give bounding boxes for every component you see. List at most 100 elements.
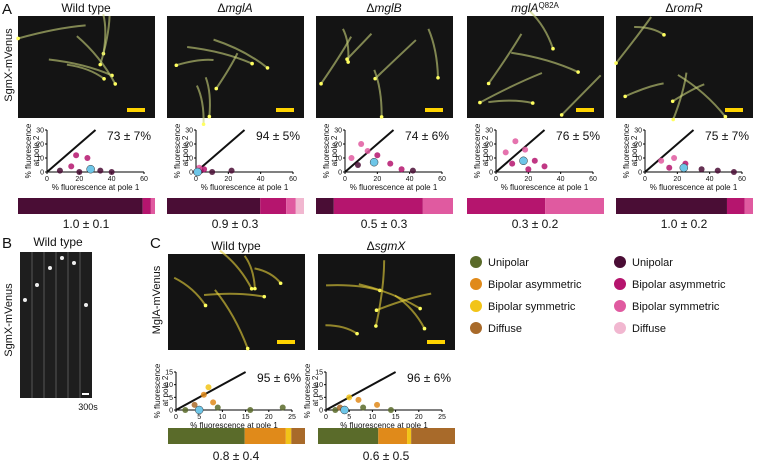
y-tick-label: 20 (36, 142, 44, 149)
strain-name: mglAQ82A (511, 1, 559, 16)
cell (254, 267, 282, 284)
polar-spot (551, 46, 555, 51)
data-point (247, 407, 254, 413)
diagonal (195, 129, 246, 173)
polar-spot (614, 61, 618, 65)
data-point (210, 399, 217, 406)
data-point (525, 166, 532, 173)
bar-segment (295, 198, 304, 214)
bar-segment (616, 198, 727, 214)
y-tick-label: 0 (169, 408, 173, 415)
micrograph (467, 16, 604, 118)
percentage: 73 ± 7% (107, 129, 151, 143)
bar-segment (378, 428, 408, 444)
y-tick-label: 30 (634, 128, 642, 135)
percentage: 76 ± 5% (556, 129, 600, 143)
data-point (409, 167, 416, 174)
data-point (364, 148, 371, 154)
polar-spot (201, 122, 206, 127)
polar-spot (418, 306, 422, 311)
y-axis-label: at pole 2 (161, 375, 170, 406)
data-point (200, 391, 207, 398)
polar-spot (262, 294, 267, 299)
bar-segment (18, 198, 143, 214)
cell (17, 24, 86, 40)
micrograph (168, 254, 305, 350)
legend-swatch (470, 256, 482, 268)
cell (173, 276, 207, 307)
strain-name-part: romR (673, 1, 703, 15)
bar-segment (150, 198, 155, 214)
cell (672, 72, 688, 120)
y-tick-label: 10 (485, 156, 493, 163)
cell (672, 83, 705, 103)
data-point (541, 163, 548, 170)
cell (219, 249, 253, 290)
x-tick-label: 0 (174, 414, 178, 421)
x-tick-label: 60 (738, 176, 746, 183)
cell (624, 82, 664, 98)
strain-name: ΔmglB (366, 1, 401, 15)
data-point (279, 404, 286, 411)
mean-point (193, 167, 202, 177)
data-point (509, 160, 516, 167)
bar-segment (285, 428, 292, 444)
legend-label: Bipolar asymmetric (632, 279, 726, 291)
polar-spot (16, 36, 20, 41)
strain-name: ΔromR (665, 1, 703, 15)
bar-segment (260, 198, 287, 214)
strain-name-part: Q82A (538, 1, 559, 10)
cell (215, 52, 239, 90)
cell (66, 63, 105, 80)
scale-bar (277, 340, 295, 344)
cell (615, 16, 652, 64)
polar-spot (113, 82, 118, 86)
x-tick-label: 15 (392, 414, 400, 421)
polar-spot (345, 57, 349, 62)
bar-label: 0.6 ± 0.5 (363, 449, 410, 463)
cell (358, 283, 421, 310)
mean-point (340, 405, 349, 415)
y-tick-label: 15 (315, 370, 323, 377)
y-tick-label: 5 (169, 395, 173, 402)
y-axis-label: at pole 2 (181, 135, 190, 166)
polar-spot (102, 76, 106, 81)
y-tick-label: 10 (634, 156, 642, 163)
cell (76, 35, 117, 85)
data-point (68, 163, 75, 170)
y-tick-label: 30 (485, 128, 493, 135)
bar-segment (726, 198, 745, 214)
y-tick-label: 20 (634, 142, 642, 149)
mean-point (369, 157, 379, 167)
cell (187, 46, 253, 65)
legend-label: Unipolar (488, 257, 529, 269)
x-tick-label: 0 (324, 414, 328, 421)
y-tick-label: 15 (165, 370, 173, 377)
cell (528, 10, 554, 50)
y-axis-label: % fluorescence (153, 363, 162, 418)
data-point (374, 152, 381, 159)
y-tick-label: 10 (315, 382, 323, 389)
data-point (182, 407, 189, 413)
data-point (214, 404, 221, 411)
strain-name-part: Δ (665, 1, 673, 15)
data-point (209, 169, 216, 175)
y-axis-label: % fluorescence (322, 123, 331, 178)
y-axis-label: % fluorescence (24, 123, 33, 178)
percentage: 95 ± 6% (257, 371, 301, 385)
polar-spot (253, 286, 257, 291)
legend-label: Bipolar symmetric (632, 301, 720, 313)
data-point (730, 169, 737, 175)
legend-label: Diffuse (488, 323, 522, 335)
data-point (512, 138, 519, 145)
strain-name: ΔmglA (217, 1, 252, 15)
cell (213, 38, 269, 69)
bar-segment (142, 198, 151, 214)
cell (560, 74, 602, 116)
y-tick-label: 10 (185, 156, 193, 163)
legend-swatch (470, 300, 482, 312)
x-tick-label: 40 (706, 176, 714, 183)
cell (48, 58, 113, 77)
strain-name-part: Δ (217, 1, 225, 15)
y-tick-label: 10 (334, 156, 342, 163)
